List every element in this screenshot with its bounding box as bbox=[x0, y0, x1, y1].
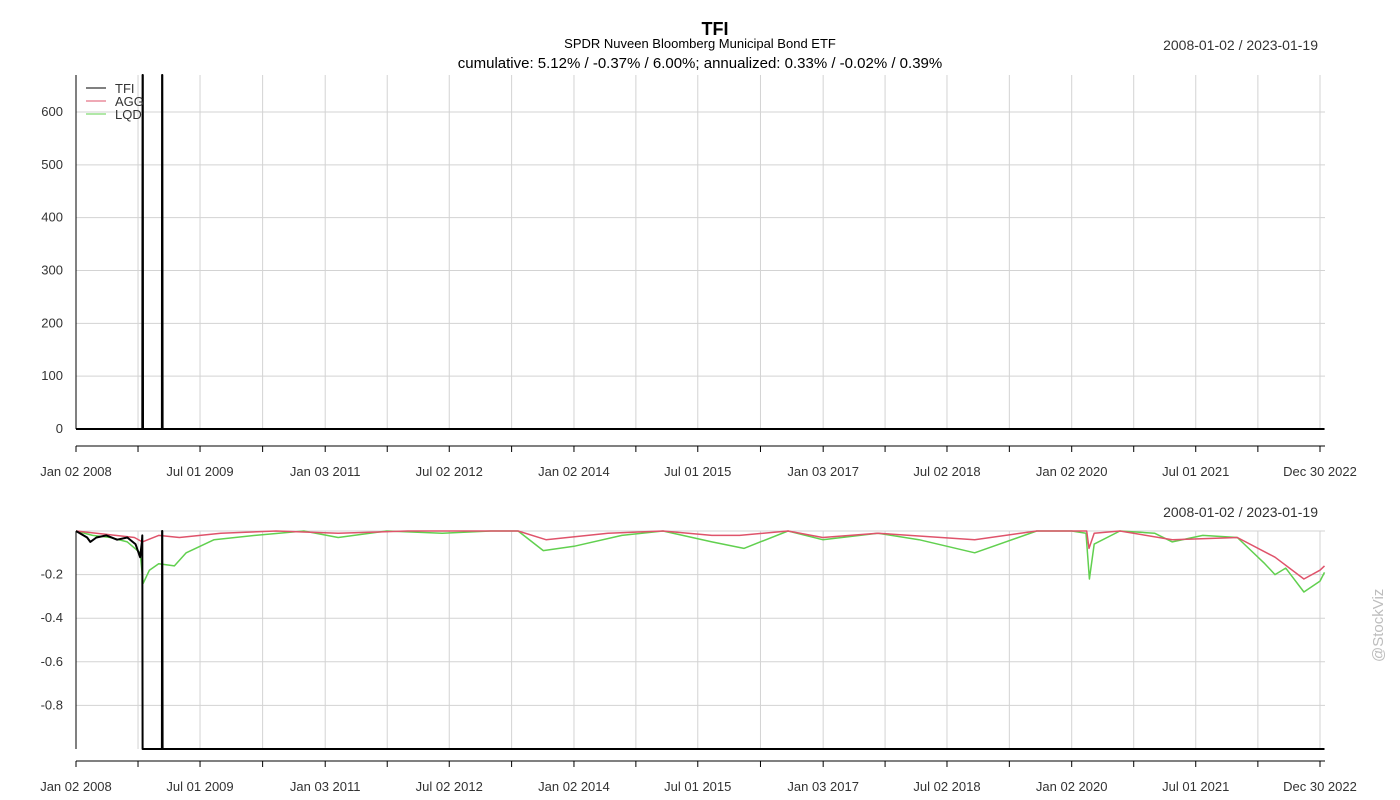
y-tick-label: -0.8 bbox=[41, 697, 63, 712]
y-tick-label: 500 bbox=[41, 157, 63, 172]
y-tick-label: -0.4 bbox=[41, 610, 63, 625]
x-tick-label: Jul 01 2009 bbox=[166, 464, 233, 479]
series-line-agg bbox=[75, 530, 1326, 580]
x-tick-label: Jul 02 2012 bbox=[416, 779, 483, 794]
date-range-top: 2008-01-02 / 2023-01-19 bbox=[1163, 37, 1318, 53]
series-line-tfi bbox=[76, 74, 1325, 430]
legend-label-tfi: TFI bbox=[115, 81, 135, 96]
legend-label-agg: AGG bbox=[115, 94, 144, 109]
x-tick-label: Jul 01 2015 bbox=[664, 464, 731, 479]
y-tick-label: 200 bbox=[41, 315, 63, 330]
series-line-tfi bbox=[75, 530, 1325, 750]
x-tick-label: Jul 01 2021 bbox=[1162, 779, 1229, 794]
x-tick-label: Dec 30 2022 bbox=[1283, 464, 1357, 479]
drawdown-panel: -0.8 -0.6 -0.4 -0.2 Jan 02 2008 Jul 01 2009 Ja… bbox=[40, 530, 1357, 794]
x-tick-label: Jul 02 2018 bbox=[913, 779, 980, 794]
x-tick-label: Jul 02 2012 bbox=[416, 464, 483, 479]
x-tick-label: Jan 03 2011 bbox=[290, 779, 361, 794]
series-line-lqd bbox=[75, 530, 1326, 593]
chart-subtitle: SPDR Nuveen Bloomberg Municipal Bond ETF bbox=[564, 36, 836, 51]
x-tick-label: Jan 02 2008 bbox=[40, 779, 112, 794]
y-tick-label: 400 bbox=[41, 210, 63, 225]
y-tick-label: -0.6 bbox=[41, 654, 63, 669]
y-tick-label: 0 bbox=[56, 421, 63, 436]
y-tick-label: 600 bbox=[41, 104, 63, 119]
x-tick-label: Jan 02 2014 bbox=[538, 779, 610, 794]
x-tick-label: Jan 02 2014 bbox=[538, 464, 610, 479]
watermark: @StockViz bbox=[1370, 589, 1387, 662]
y-tick-label: 300 bbox=[41, 262, 63, 277]
x-tick-label: Jul 02 2018 bbox=[913, 464, 980, 479]
x-tick-label: Dec 30 2022 bbox=[1283, 779, 1357, 794]
x-tick-label: Jan 02 2020 bbox=[1036, 464, 1108, 479]
x-tick-label: Jan 03 2017 bbox=[787, 464, 859, 479]
x-tick-label: Jan 03 2017 bbox=[787, 779, 859, 794]
x-tick-label: Jul 01 2021 bbox=[1162, 464, 1229, 479]
performance-summary: cumulative: 5.12% / -0.37% / 6.00%; annu… bbox=[458, 55, 942, 72]
y-tick-label: -0.2 bbox=[41, 567, 63, 582]
date-range-bottom: 2008-01-02 / 2023-01-19 bbox=[1163, 504, 1318, 520]
legend-label-lqd: LQD bbox=[115, 107, 142, 122]
x-tick-label: Jan 03 2011 bbox=[290, 464, 361, 479]
y-tick-label: 100 bbox=[41, 368, 63, 383]
x-tick-label: Jan 02 2020 bbox=[1036, 779, 1108, 794]
x-tick-label: Jul 01 2009 bbox=[166, 779, 233, 794]
x-tick-label: Jan 02 2008 bbox=[40, 464, 112, 479]
chart-title: TFI bbox=[702, 19, 729, 39]
x-tick-label: Jul 01 2015 bbox=[664, 779, 731, 794]
cumulative-panel: 0 100 200 300 400 500 600 Jan 02 2008 Jul 01 200… bbox=[40, 74, 1357, 479]
